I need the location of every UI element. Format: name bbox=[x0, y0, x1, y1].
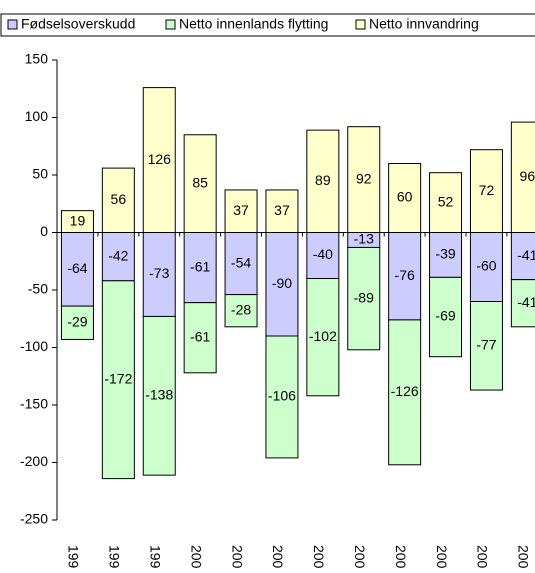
bar-segment bbox=[101, 232, 135, 282]
legend-swatch bbox=[355, 19, 366, 30]
y-tick-label: 150 bbox=[25, 51, 49, 67]
legend-label: Fødselsoverskudd bbox=[21, 16, 135, 32]
data-label: 37 bbox=[274, 202, 290, 218]
data-label: -41 bbox=[517, 294, 535, 310]
x-tick-label: 2000 bbox=[188, 545, 204, 568]
data-label: 19 bbox=[70, 212, 86, 228]
data-label: -69 bbox=[435, 308, 455, 324]
data-label: 85 bbox=[192, 174, 208, 190]
bar-segment bbox=[429, 232, 463, 278]
data-label: 72 bbox=[479, 182, 495, 198]
x-tick-label: 2006 bbox=[434, 545, 450, 568]
bar-segment bbox=[142, 315, 176, 476]
bar-segment bbox=[429, 276, 463, 358]
legend-swatch bbox=[7, 19, 18, 30]
bar-segment bbox=[224, 189, 258, 233]
x-tick-label: 1998 bbox=[107, 545, 123, 568]
y-tick-label: 0 bbox=[40, 223, 48, 239]
data-label: -39 bbox=[435, 246, 455, 262]
data-label: -102 bbox=[309, 328, 337, 344]
y-tick-label: -100 bbox=[20, 338, 48, 354]
y-tick-label: -50 bbox=[28, 281, 48, 297]
data-label: 60 bbox=[397, 189, 413, 205]
legend-label: Netto innenlands flytting bbox=[179, 16, 328, 32]
bar-segment bbox=[183, 134, 217, 233]
bar-segment bbox=[265, 232, 299, 337]
y-tick-label: -250 bbox=[20, 511, 48, 527]
legend-label: Netto innvandring bbox=[369, 16, 479, 32]
bar-segment bbox=[183, 302, 217, 374]
bar-segment bbox=[265, 189, 299, 233]
data-label: 56 bbox=[111, 191, 127, 207]
data-label: 126 bbox=[148, 151, 172, 167]
bar-segment bbox=[60, 305, 94, 340]
bar-segment bbox=[101, 280, 135, 480]
bar-segment bbox=[347, 246, 381, 351]
data-label: -29 bbox=[67, 313, 87, 329]
data-label: -13 bbox=[354, 231, 374, 247]
bar-segment bbox=[388, 163, 422, 233]
bar-segment bbox=[429, 172, 463, 233]
data-label: -77 bbox=[476, 336, 496, 352]
data-label: -61 bbox=[190, 258, 210, 274]
y-tick-label: -200 bbox=[20, 453, 48, 469]
legend-swatch bbox=[165, 19, 176, 30]
x-tick-label: 2003 bbox=[311, 545, 327, 568]
x-tick-label: 1999 bbox=[148, 545, 164, 568]
y-tick-label: 100 bbox=[25, 108, 49, 124]
y-tick-label: 50 bbox=[32, 166, 48, 182]
data-label: -64 bbox=[67, 260, 87, 276]
data-label: -106 bbox=[268, 388, 296, 404]
x-tick-label: 2007 bbox=[475, 545, 491, 568]
bar-segment bbox=[142, 87, 176, 233]
bar-segment bbox=[469, 149, 503, 233]
bar-segment bbox=[469, 232, 503, 302]
data-label: 89 bbox=[315, 172, 331, 188]
data-label: -126 bbox=[391, 383, 419, 399]
bar-segment bbox=[469, 301, 503, 391]
data-label: 52 bbox=[438, 193, 454, 209]
bar-segment bbox=[347, 126, 381, 233]
data-label: -28 bbox=[231, 301, 251, 317]
x-tick-label: 2005 bbox=[393, 545, 409, 568]
y-tick-label: -150 bbox=[20, 396, 48, 412]
data-label: -41 bbox=[517, 247, 535, 263]
data-label: -61 bbox=[190, 328, 210, 344]
x-tick-label: 1997 bbox=[66, 545, 82, 568]
bar-segment bbox=[142, 232, 176, 317]
data-label: -89 bbox=[354, 289, 374, 305]
x-tick-label: 2002 bbox=[270, 545, 286, 568]
bar-segment bbox=[388, 319, 422, 466]
data-label: -90 bbox=[272, 275, 292, 291]
data-label: -42 bbox=[108, 247, 128, 263]
data-label: -138 bbox=[145, 387, 173, 403]
x-tick-label: 2004 bbox=[352, 545, 368, 568]
bar-segment bbox=[265, 335, 299, 459]
data-label: 37 bbox=[233, 202, 249, 218]
bar-segment bbox=[388, 232, 422, 321]
data-label: -54 bbox=[231, 254, 251, 270]
data-label: -73 bbox=[149, 265, 169, 281]
bar-segment bbox=[224, 232, 258, 296]
data-label: -60 bbox=[476, 258, 496, 274]
bar-segment bbox=[306, 278, 340, 397]
data-label: 92 bbox=[356, 170, 372, 186]
x-tick-label: 2001 bbox=[229, 545, 245, 568]
x-tick-label: 2008 bbox=[516, 545, 532, 568]
bar-segment bbox=[101, 167, 135, 234]
data-label: 96 bbox=[520, 168, 535, 184]
data-label: -172 bbox=[104, 370, 132, 386]
data-label: -40 bbox=[313, 246, 333, 262]
legend-box bbox=[0, 13, 535, 37]
bar-segment bbox=[510, 279, 535, 328]
bar-segment bbox=[183, 232, 217, 304]
bar-segment bbox=[224, 294, 258, 328]
data-label: -76 bbox=[395, 267, 415, 283]
